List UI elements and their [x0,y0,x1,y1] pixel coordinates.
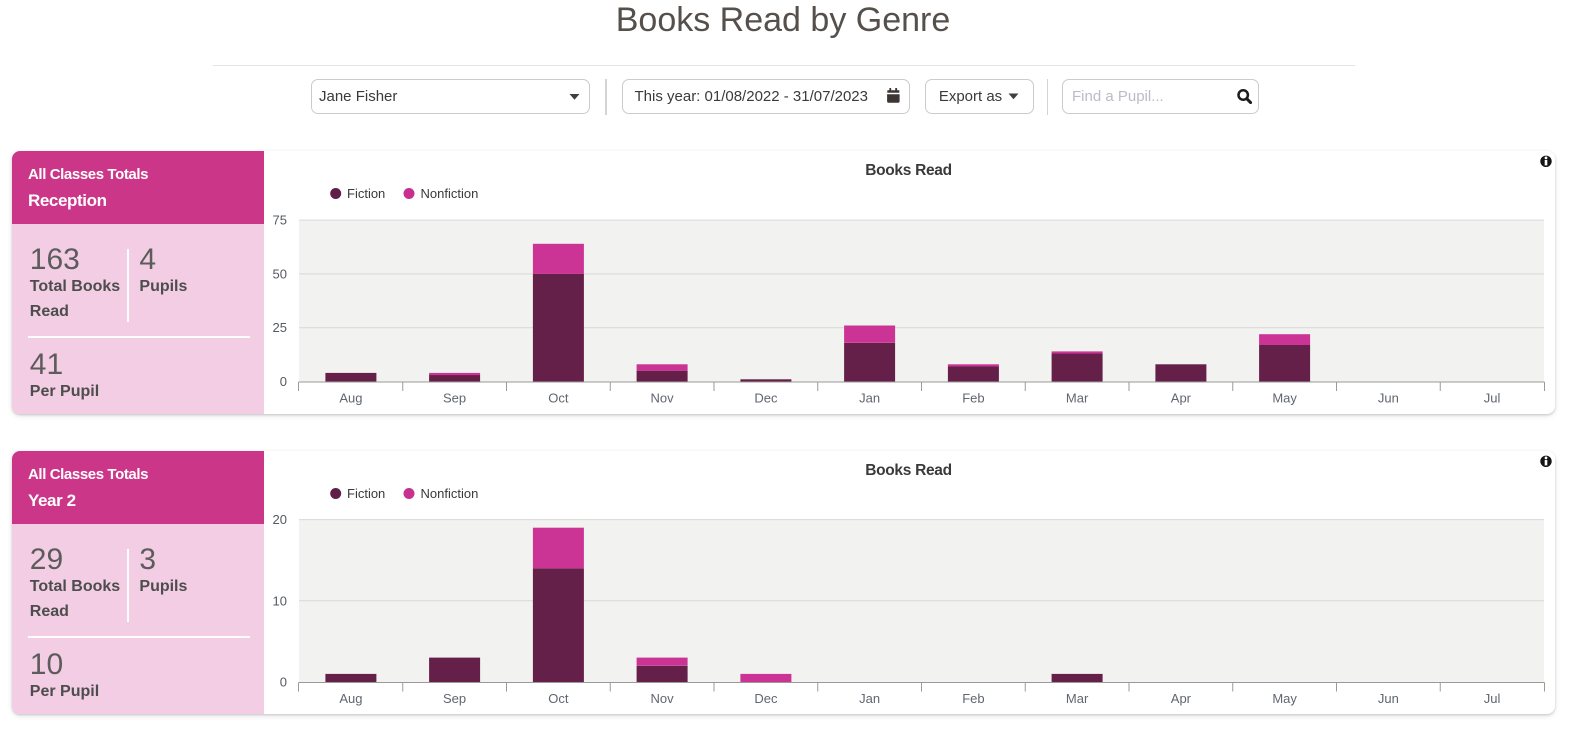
svg-text:Aug: Aug [339,691,362,706]
svg-text:Books Read: Books Read [865,162,952,179]
svg-text:Nonfiction: Nonfiction [421,186,479,201]
svg-text:20: 20 [273,512,287,527]
svg-text:Nonfiction: Nonfiction [421,486,479,501]
svg-text:Mar: Mar [1066,391,1089,406]
svg-text:Jun: Jun [1378,391,1399,406]
svg-text:Sep: Sep [443,391,466,406]
svg-text:50: 50 [273,266,287,281]
svg-text:Apr: Apr [1171,391,1192,406]
svg-text:Jun: Jun [1378,691,1399,706]
svg-text:Jul: Jul [1484,391,1501,406]
svg-text:Nov: Nov [651,391,675,406]
svg-text:Feb: Feb [962,691,984,706]
svg-text:Jul: Jul [1484,691,1501,706]
svg-text:Jan: Jan [859,391,880,406]
svg-text:75: 75 [273,213,287,228]
svg-text:Mar: Mar [1066,691,1089,706]
svg-text:Oct: Oct [548,391,569,406]
svg-text:10: 10 [273,593,287,608]
svg-text:Nov: Nov [651,691,675,706]
svg-text:Jan: Jan [859,691,880,706]
svg-text:0: 0 [280,374,287,389]
svg-text:25: 25 [273,320,287,335]
svg-text:Oct: Oct [548,691,569,706]
svg-text:Books Read: Books Read [865,462,952,479]
svg-text:Aug: Aug [339,391,362,406]
svg-text:0: 0 [280,675,287,690]
svg-text:Sep: Sep [443,691,466,706]
svg-text:Fiction: Fiction [347,186,385,201]
svg-text:May: May [1272,691,1297,706]
svg-text:May: May [1272,391,1297,406]
svg-text:Dec: Dec [754,691,778,706]
svg-text:Fiction: Fiction [347,486,385,501]
svg-text:Dec: Dec [754,391,778,406]
svg-text:Feb: Feb [962,391,984,406]
svg-text:Apr: Apr [1171,691,1192,706]
